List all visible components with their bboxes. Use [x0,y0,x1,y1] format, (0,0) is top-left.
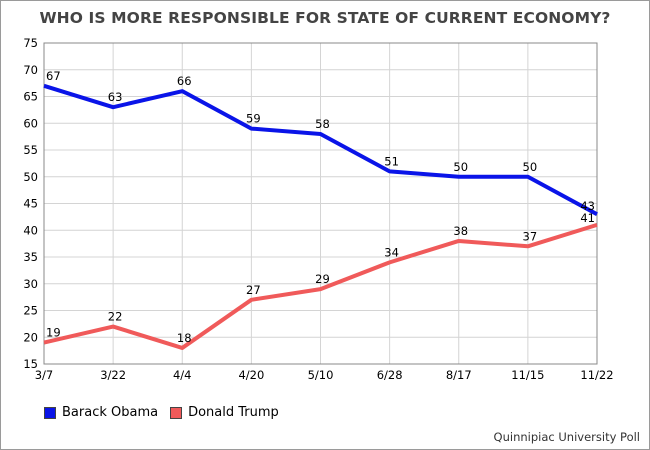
data-label-obama: 59 [246,112,261,126]
data-label-obama: 63 [108,90,123,104]
x-tick-label: 4/4 [173,368,192,382]
x-tick-label: 3/22 [100,368,126,382]
series-line-trump [43,222,598,350]
x-tick-label: 6/28 [377,368,403,382]
legend-item-trump: Donald Trump [170,405,279,420]
data-label-trump: 19 [46,326,61,340]
data-label-obama: 58 [315,117,330,131]
y-tick-label: 65 [23,90,38,104]
y-tick-label: 60 [23,116,38,130]
legend-label-trump: Donald Trump [188,405,279,420]
data-label-obama: 51 [384,154,399,168]
x-tick-label: 3/7 [35,368,54,382]
y-tick-label: 45 [23,197,38,211]
data-label-obama: 50 [453,160,468,174]
y-tick-label: 30 [23,277,38,291]
y-tick-label: 25 [23,304,38,318]
data-label-trump: 27 [246,283,261,297]
plot-border [43,42,598,365]
x-tick-label: 11/15 [511,368,544,382]
y-tick-label: 15 [23,357,38,371]
data-label-obama: 67 [46,69,61,83]
y-tick-label: 55 [23,143,38,157]
data-label-trump: 37 [523,229,538,243]
x-tick-label: 11/22 [580,368,613,382]
y-tick-label: 70 [23,63,38,77]
source-credit: Quinnipiac University Poll [493,430,640,444]
legend-label-obama: Barack Obama [62,405,159,420]
data-label-trump: 41 [580,211,595,225]
data-label-trump: 38 [453,224,468,238]
legend: Barack Obama Donald Trump [44,405,291,420]
y-tick-label: 50 [23,170,38,184]
data-label-trump: 34 [384,245,399,259]
y-tick-label: 40 [23,223,38,237]
chart-title: WHO IS MORE RESPONSIBLE FOR STATE OF CUR… [39,9,611,27]
data-label-trump: 18 [177,331,192,345]
data-label-obama: 43 [580,199,595,213]
y-tick-label: 75 [23,36,38,50]
legend-item-obama: Barack Obama [44,405,158,420]
y-tick-label: 35 [23,250,38,264]
series-line-obama [43,83,598,216]
x-tick-label: 4/20 [238,368,264,382]
x-tick-label: 8/17 [446,368,472,382]
data-label-obama: 66 [177,74,192,88]
legend-swatch-trump [170,406,183,419]
y-tick-label: 20 [23,330,38,344]
legend-swatch-obama [44,406,56,419]
data-label-obama: 50 [523,160,538,174]
data-label-trump: 29 [315,272,330,286]
data-label-trump: 22 [108,310,123,324]
x-tick-label: 5/10 [308,368,334,382]
